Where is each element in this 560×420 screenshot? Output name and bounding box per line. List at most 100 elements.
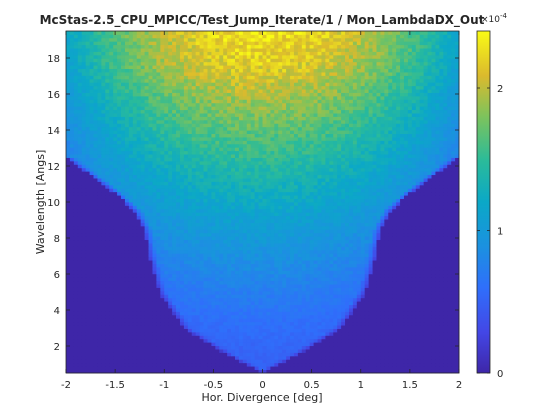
heatmap-cell: [396, 318, 401, 323]
heatmap-cell: [333, 284, 338, 288]
heatmap-cell: [215, 328, 220, 333]
heatmap-cell: [105, 352, 110, 357]
heatmap-cell: [317, 290, 322, 295]
heatmap-cell: [105, 202, 110, 206]
heatmap-cell: [333, 325, 338, 329]
heatmap-cell: [403, 349, 409, 353]
heatmap-cell: [455, 349, 460, 353]
heatmap-cell: [117, 219, 122, 223]
heatmap-cell: [364, 232, 370, 237]
heatmap-plot: [66, 31, 460, 374]
heatmap-cell: [439, 236, 444, 241]
heatmap-cell: [168, 325, 173, 329]
heatmap-cell: [427, 297, 432, 302]
heatmap-cell: [101, 362, 106, 367]
heatmap-cell: [113, 219, 118, 223]
heatmap-cell: [321, 270, 326, 275]
heatmap-cell: [124, 338, 130, 343]
heatmap-cell: [388, 212, 393, 217]
heatmap-cell: [219, 369, 224, 374]
heatmap-cell: [270, 215, 275, 220]
heatmap-cell: [97, 246, 102, 251]
heatmap-cell: [439, 280, 444, 285]
heatmap-cell: [172, 246, 177, 251]
heatmap-cell: [313, 277, 318, 282]
heatmap-cell: [179, 308, 185, 312]
heatmap-cell: [396, 369, 401, 374]
heatmap-cell: [152, 294, 157, 299]
heatmap-cell: [376, 253, 381, 258]
heatmap-cell: [333, 362, 338, 367]
heatmap-cell: [132, 246, 138, 251]
heatmap-cell: [191, 366, 197, 370]
heatmap-cell: [400, 359, 405, 364]
heatmap-cell: [144, 352, 149, 357]
heatmap-cell: [117, 328, 122, 333]
heatmap-cell: [101, 232, 106, 237]
heatmap-cell: [176, 342, 181, 347]
heatmap-cell: [360, 280, 366, 285]
heatmap-cell: [176, 205, 181, 210]
heatmap-cell: [144, 284, 149, 288]
heatmap-cell: [345, 349, 350, 353]
heatmap-cell: [85, 243, 90, 247]
heatmap-cell: [254, 270, 259, 275]
heatmap-cell: [203, 294, 208, 299]
heatmap-cell: [329, 290, 334, 295]
heatmap-cell: [443, 284, 448, 288]
heatmap-cell: [117, 215, 122, 220]
heatmap-cell: [309, 263, 314, 268]
heatmap-cell: [419, 338, 425, 343]
heatmap-cell: [211, 335, 216, 340]
heatmap-cell: [183, 202, 189, 206]
heatmap-cell: [309, 290, 314, 295]
heatmap-cell: [356, 304, 362, 309]
heatmap-cell: [113, 246, 118, 251]
heatmap-cell: [69, 270, 75, 275]
heatmap-cell: [77, 359, 83, 364]
heatmap-cell: [144, 243, 149, 247]
heatmap-cell: [242, 352, 248, 357]
heatmap-cell: [360, 335, 366, 340]
heatmap-cell: [348, 297, 354, 302]
heatmap-cell: [333, 294, 338, 299]
heatmap-cell: [321, 239, 326, 244]
heatmap-cell: [455, 219, 460, 223]
heatmap-cell: [337, 253, 342, 258]
heatmap-cell: [105, 232, 110, 237]
heatmap-cell: [270, 369, 275, 374]
heatmap-cell: [407, 222, 413, 227]
heatmap-cell: [223, 236, 228, 241]
heatmap-cell: [309, 236, 314, 241]
heatmap-cell: [403, 256, 409, 261]
heatmap-cell: [411, 366, 417, 370]
heatmap-cell: [156, 297, 161, 302]
heatmap-cell: [364, 314, 370, 319]
heatmap-cell: [176, 352, 181, 357]
heatmap-cell: [219, 314, 224, 319]
heatmap-cell: [411, 301, 417, 305]
heatmap-cell: [286, 355, 291, 360]
heatmap-cell: [207, 256, 212, 261]
heatmap-cell: [81, 260, 87, 264]
heatmap-cell: [305, 246, 311, 251]
heatmap-cell: [435, 338, 440, 343]
heatmap-cell: [439, 301, 444, 305]
heatmap-cell: [384, 308, 389, 312]
heatmap-cell: [124, 290, 130, 295]
heatmap-cell: [132, 359, 138, 364]
heatmap-cell: [101, 304, 106, 309]
heatmap-cell: [136, 294, 142, 299]
heatmap-cell: [403, 311, 409, 316]
heatmap-cell: [152, 215, 157, 220]
heatmap-cell: [290, 273, 295, 278]
heatmap-cell: [348, 253, 354, 258]
heatmap-cell: [156, 345, 161, 350]
heatmap-cell: [301, 352, 307, 357]
heatmap-cell: [234, 366, 240, 370]
heatmap-cell: [231, 280, 236, 285]
heatmap-cell: [266, 314, 271, 319]
heatmap-cell: [179, 352, 185, 357]
heatmap-cell: [207, 273, 212, 278]
heatmap-cell: [388, 256, 393, 261]
